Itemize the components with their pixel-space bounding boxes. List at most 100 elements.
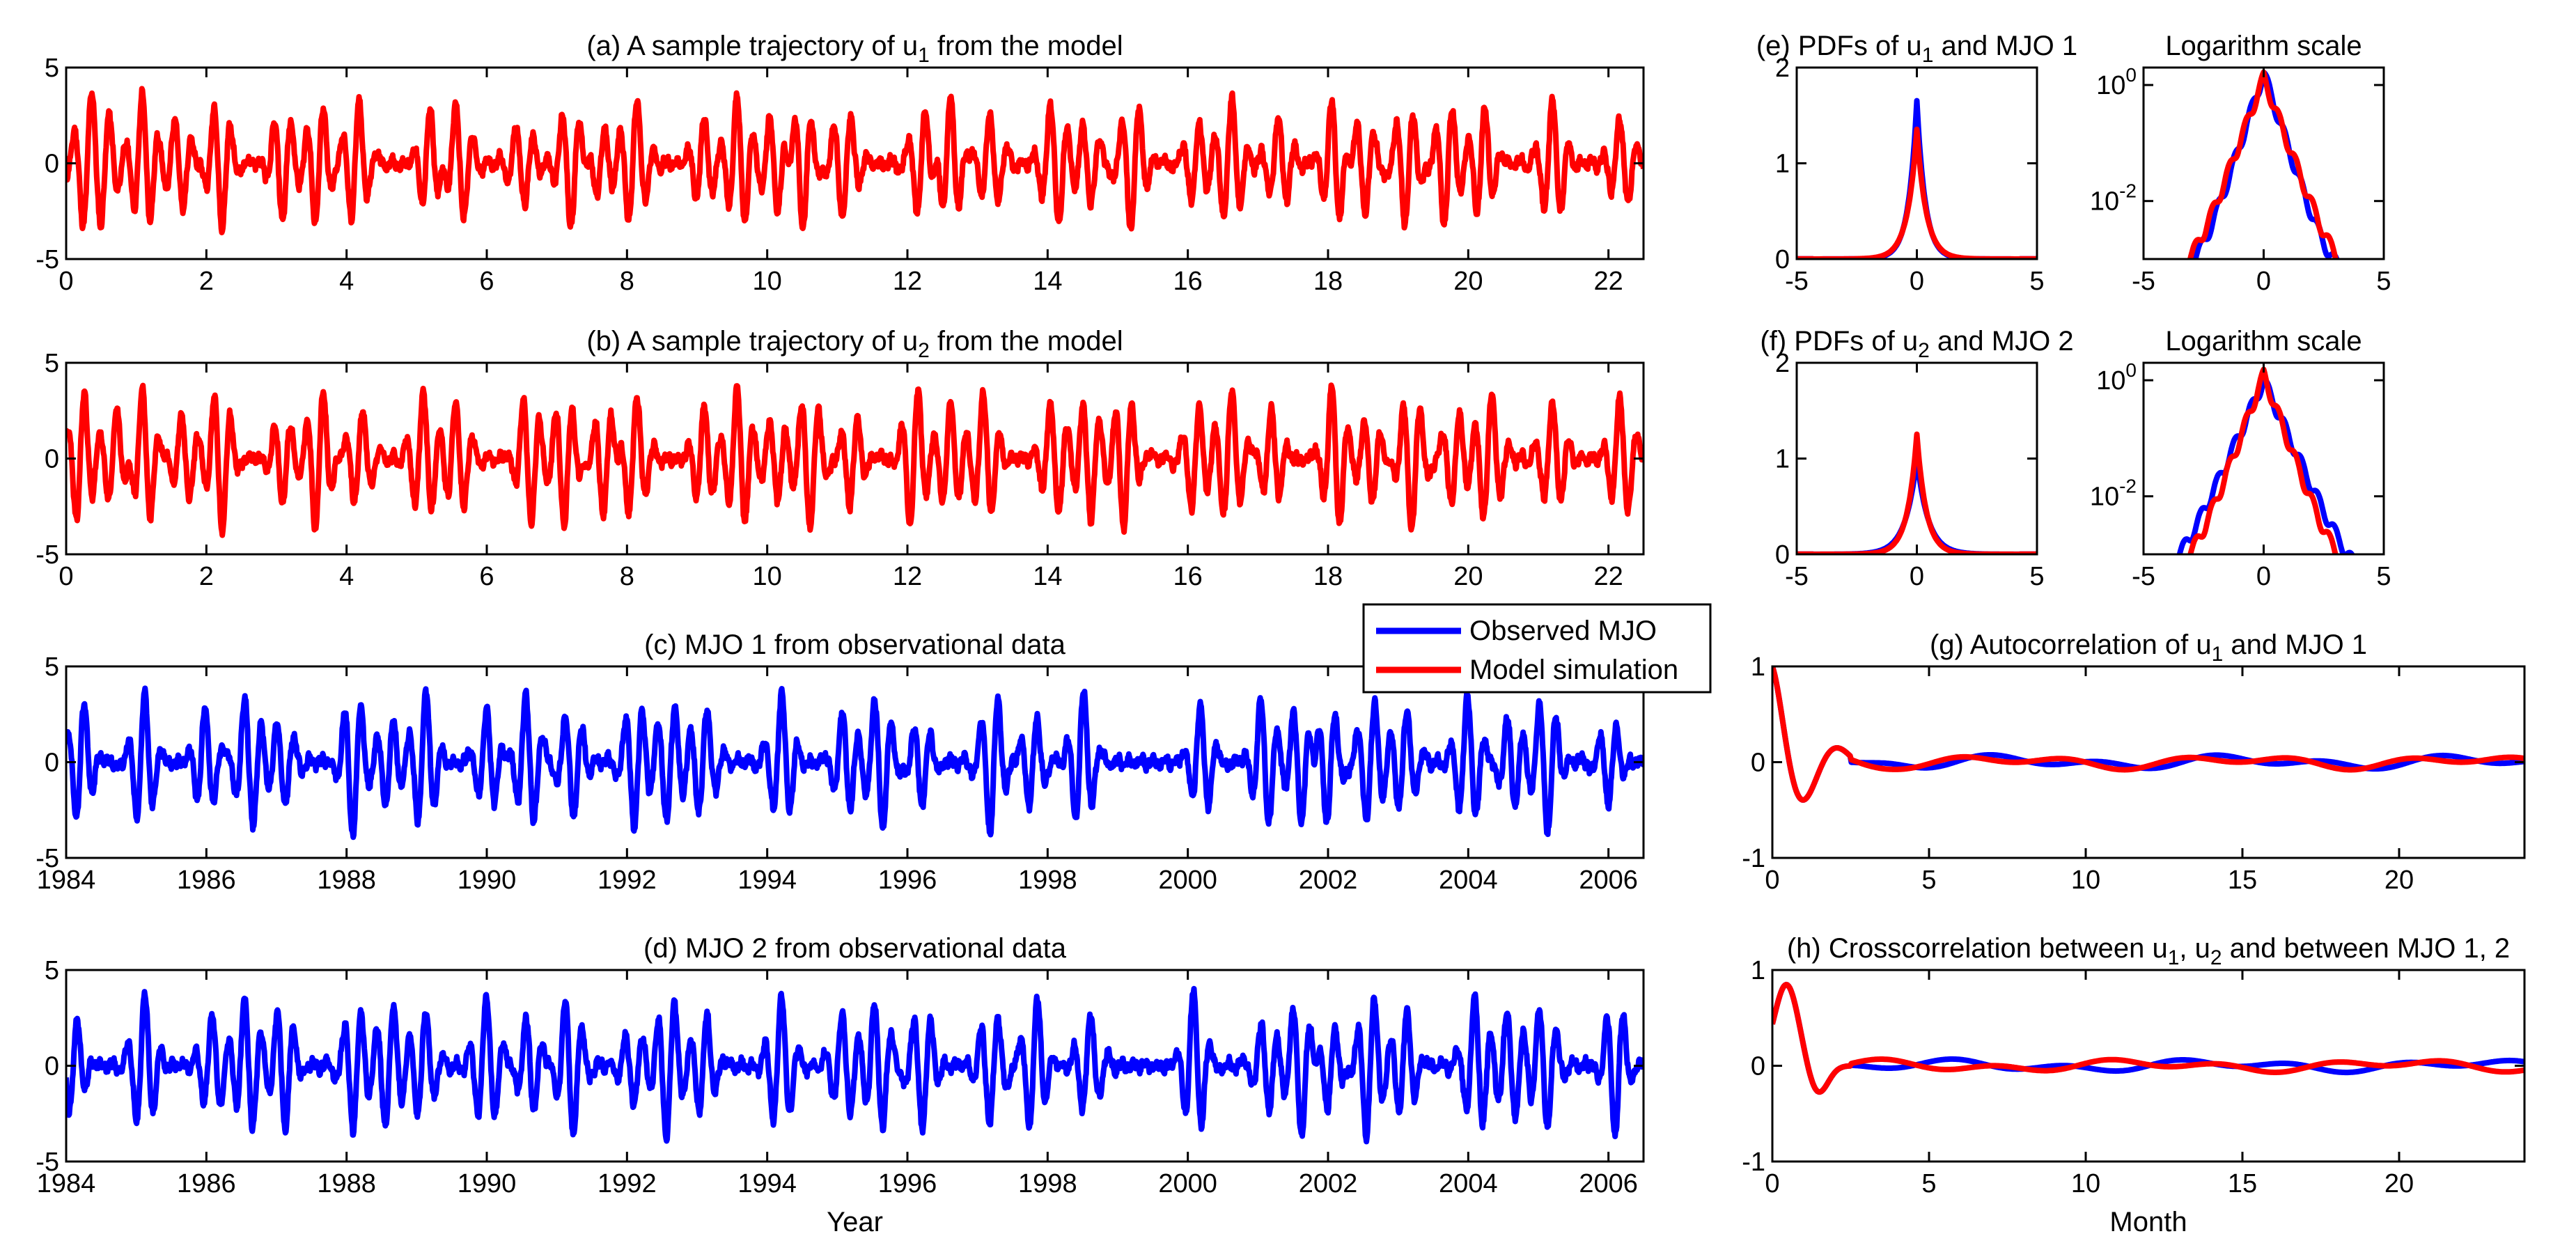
x-tick-label: 8 [620, 562, 634, 591]
x-tick-label: 22 [1594, 562, 1623, 591]
x-tick-label: 22 [1594, 267, 1623, 296]
x-tick-label: 1986 [177, 1169, 236, 1198]
x-tick-label: 8 [620, 267, 634, 296]
x-tick-label: 4 [339, 267, 354, 296]
x-tick-label: 12 [893, 267, 922, 296]
y-tick-label: 100 [2096, 359, 2137, 396]
x-tick-label: 15 [2228, 1169, 2257, 1198]
y-tick-label: 1 [1751, 956, 1765, 985]
x-tick-label: 15 [2228, 866, 2257, 895]
x-axis-label-h: Month [2109, 1207, 2187, 1237]
x-tick-label: 5 [2376, 267, 2391, 296]
legend-entry-label: Observed MJO [1469, 616, 1657, 646]
x-tick-label: 1994 [737, 866, 797, 895]
panel-title-d: (d) MJO 2 from observational data [643, 933, 1067, 964]
x-tick-label: 10 [2071, 1169, 2100, 1198]
x-tick-label: 20 [2384, 1169, 2414, 1198]
x-tick-label: 1988 [317, 866, 376, 895]
panel-title-e: (e) PDFs of u1 and MJO 1 [1756, 31, 2077, 67]
y-tick-label: 0 [45, 749, 59, 778]
x-tick-label: 2004 [1439, 1169, 1498, 1198]
x-tick-label: 16 [1173, 267, 1203, 296]
y-tick-label: 5 [45, 54, 59, 83]
x-tick-label: 1986 [177, 866, 236, 895]
x-tick-label: 4 [339, 562, 354, 591]
panel-h: 0 5 10 15 20-101(h) Crosscorrelation between… [1742, 933, 2526, 1237]
x-tick-label: 5 [2029, 562, 2044, 591]
panel-d: 1984 1986 1988 1990 1992 1994 1996 1998 2000 2002… [36, 933, 1645, 1237]
panel-title-a: (a) A sample trajectory of u1 from the m… [586, 31, 1123, 67]
x-tick-label: 12 [893, 562, 922, 591]
y-tick-label: 0 [45, 150, 59, 179]
panel-title-f_log: Logarithm scale [2165, 326, 2362, 357]
x-tick-label: 0 [58, 562, 73, 591]
panel-title-h: (h) Crosscorrelation between u1, u2 and … [1787, 933, 2510, 969]
y-tick-label: -5 [36, 245, 59, 274]
legend: Observed MJO Model simulation [1362, 603, 1712, 694]
x-tick-label: 1998 [1018, 866, 1077, 895]
x-tick-label: 20 [1453, 267, 1483, 296]
series-h-model-simulation [1772, 981, 2524, 1095]
x-tick-label: 1996 [878, 866, 937, 895]
series-f-model-simulation [1797, 431, 2037, 554]
x-tick-label: 5 [1921, 1169, 1936, 1198]
y-tick-label: -1 [1742, 1148, 1765, 1177]
y-tick-label: 1 [1775, 445, 1790, 474]
y-tick-label: 1 [1751, 652, 1765, 682]
y-tick-label: -5 [36, 844, 59, 873]
y-tick-label: -5 [36, 1148, 59, 1177]
x-tick-label: 18 [1313, 267, 1343, 296]
x-tick-label: -5 [2132, 562, 2155, 591]
y-tick-label: 2 [1775, 349, 1790, 378]
panel-title-g: (g) Autocorrelation of u1 and MJO 1 [1930, 630, 2367, 666]
series-c-observed-mjo [66, 685, 1644, 840]
y-tick-label: 10-2 [2090, 476, 2137, 512]
panel-title-f: (f) PDFs of u2 and MJO 2 [1760, 326, 2073, 362]
x-tick-label: 2006 [1579, 866, 1638, 895]
x-tick-label: 0 [1910, 267, 1924, 296]
panel-f_log: -5 0 5 10-2 100 Logarithm scale [2090, 326, 2391, 591]
y-tick-label: 0 [45, 445, 59, 474]
axes-frame [1795, 66, 2038, 260]
x-tick-label: -5 [1785, 562, 1809, 591]
series-d-observed-mjo [66, 985, 1644, 1145]
legend-entry-label: Model simulation [1469, 655, 1678, 685]
x-tick-label: 20 [2384, 866, 2414, 895]
panel-a: 0 2 4 6 8 10 12 14 16 18 20 22-505(a) A sample traj… [36, 31, 1645, 296]
y-tick-label: 0 [45, 1052, 59, 1081]
x-tick-label: 5 [1921, 866, 1936, 895]
y-tick-label: -1 [1742, 844, 1765, 873]
x-tick-label: -5 [2132, 267, 2155, 296]
y-tick-label: 1 [1775, 150, 1790, 179]
x-tick-label: 6 [479, 267, 494, 296]
x-tick-label: 1992 [598, 866, 657, 895]
y-tick-label: 0 [1775, 540, 1790, 570]
x-tick-label: 1998 [1018, 1169, 1077, 1198]
panel-g: 0 5 10 15 20-101(g) Autocorrelation of u1 an… [1742, 630, 2526, 895]
series-e-observed-mjo [1797, 97, 2037, 259]
x-tick-label: 5 [2029, 267, 2044, 296]
panel-e_log: -5 0 5 10-2 100 Logarithm scale [2090, 31, 2391, 296]
x-tick-label: 0 [2256, 267, 2271, 296]
x-tick-label: 18 [1313, 562, 1343, 591]
panel-b: 0 2 4 6 8 10 12 14 16 18 20 22-505(b) A sample traj… [36, 326, 1645, 591]
x-tick-label: 1988 [317, 1169, 376, 1198]
x-tick-label: 1992 [598, 1169, 657, 1198]
x-tick-label: 1990 [458, 1169, 517, 1198]
x-tick-label: 2000 [1158, 866, 1217, 895]
x-tick-label: 0 [2256, 562, 2271, 591]
x-tick-label: 20 [1453, 562, 1483, 591]
series-e-model-simulation [1797, 126, 2037, 259]
x-tick-label: 14 [1033, 562, 1062, 591]
x-tick-label: 16 [1173, 562, 1203, 591]
y-tick-label: 0 [1775, 245, 1790, 274]
x-tick-label: 10 [753, 267, 782, 296]
x-tick-label: 0 [1765, 1169, 1779, 1198]
x-tick-label: 0 [1910, 562, 1924, 591]
x-tick-label: 0 [58, 267, 73, 296]
y-tick-label: 0 [1751, 749, 1765, 778]
y-tick-label: 5 [45, 349, 59, 378]
series-a-model-simulation [66, 86, 1644, 235]
